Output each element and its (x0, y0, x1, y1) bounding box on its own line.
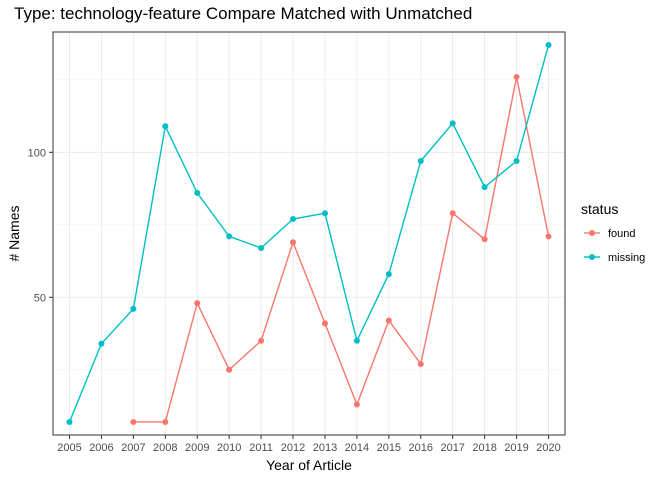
legend-label: found (608, 228, 636, 240)
data-point-found (353, 401, 360, 408)
x-tick-label: 2018 (472, 442, 496, 454)
series-found (130, 73, 552, 425)
x-tick-label: 2010 (217, 442, 241, 454)
data-point-found (194, 300, 201, 307)
x-tick-label: 2012 (281, 442, 305, 454)
grid-lines (53, 32, 565, 435)
x-tick-label: 2007 (121, 442, 145, 454)
series-missing (66, 42, 552, 425)
data-point-missing (226, 233, 233, 240)
plot-border (52, 31, 566, 436)
series-layer (66, 42, 552, 425)
x-axis: 2005 2006 2007 2008 2009 2010 2011 2012 2013 2014… (57, 435, 561, 454)
data-point-missing (66, 418, 73, 425)
x-tick-label: 2017 (440, 442, 464, 454)
x-tick-label: 2015 (377, 442, 401, 454)
x-tick-label: 2005 (57, 442, 81, 454)
data-point-found (545, 233, 552, 240)
data-point-found (449, 210, 456, 217)
data-point-missing (353, 337, 360, 344)
data-point-found (513, 73, 520, 80)
data-point-found (258, 337, 265, 344)
legend-item-missing: missing (584, 252, 645, 264)
y-tick-label: 100 (28, 147, 46, 159)
data-point-found (417, 360, 424, 367)
data-point-missing (130, 305, 137, 312)
data-point-found (226, 366, 233, 373)
data-point-missing (417, 158, 424, 165)
legend: status found missing (581, 201, 645, 264)
data-point-missing (321, 210, 328, 217)
data-point-missing (98, 340, 105, 347)
data-point-missing (513, 158, 520, 165)
x-tick-label: 2009 (185, 442, 209, 454)
data-point-found (290, 239, 297, 246)
series-line-missing (68, 44, 550, 423)
data-point-found (162, 418, 169, 425)
x-tick-label: 2013 (313, 442, 337, 454)
x-tick-label: 2006 (89, 442, 113, 454)
series-line-found (133, 76, 550, 423)
x-tick-label: 2020 (536, 442, 560, 454)
x-tick-label: 2019 (504, 442, 528, 454)
data-point-found (321, 320, 328, 327)
data-point-found (130, 418, 137, 425)
data-point-found (481, 236, 488, 243)
chart-title: Type: technology-feature Compare Matched… (14, 4, 472, 23)
x-tick-label: 2008 (153, 442, 177, 454)
data-point-missing (290, 216, 297, 223)
x-axis-title: Year of Article (266, 457, 352, 473)
legend-key-point (589, 230, 595, 236)
plot-area (53, 32, 565, 435)
plot-background (53, 32, 565, 435)
y-tick-label: 50 (34, 292, 46, 304)
data-point-missing (385, 271, 392, 278)
data-point-missing (162, 123, 169, 130)
data-point-missing (449, 120, 456, 127)
data-point-missing (258, 244, 265, 251)
data-point-found (385, 317, 392, 324)
data-point-missing (194, 189, 201, 196)
x-tick-label: 2011 (249, 442, 273, 454)
y-axis-title: # Names (6, 205, 22, 261)
data-point-missing (481, 184, 488, 191)
data-point-missing (545, 42, 552, 49)
legend-label: missing (608, 252, 645, 264)
legend-key-point (589, 254, 595, 260)
legend-item-found: found (584, 228, 636, 240)
y-axis: 50 100 (28, 147, 53, 304)
x-tick-label: 2014 (345, 442, 369, 454)
x-tick-label: 2016 (409, 442, 433, 454)
legend-title: status (581, 201, 618, 217)
